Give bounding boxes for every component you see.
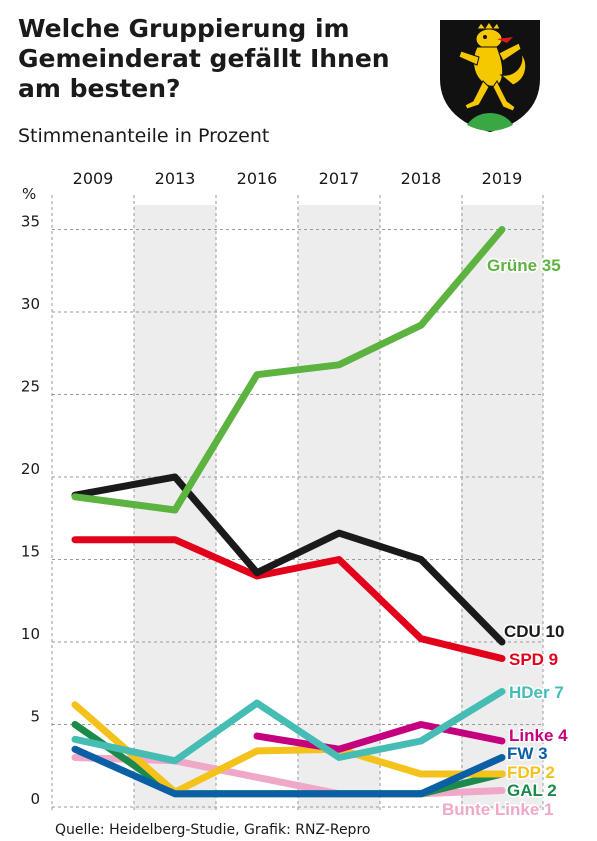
- x-tick-label: 2013: [155, 169, 196, 188]
- source-note: Quelle: Heidelberg-Studie, Grafik: RNZ-R…: [55, 822, 371, 838]
- series-line-fw: [71, 745, 506, 798]
- y-tick-label: 20: [21, 460, 40, 478]
- y-axis-unit-label: %: [22, 185, 36, 203]
- x-tick-label: 2009: [73, 169, 114, 188]
- series-end-label-bunte-linke: Bunte Linke 1: [442, 800, 553, 819]
- series-line-spd: [71, 536, 506, 662]
- shaded-column-2017: [298, 205, 380, 810]
- shaded-column-2019: [461, 205, 543, 810]
- y-tick-label: 10: [21, 625, 40, 643]
- series-end-label-fw: FW 3: [507, 744, 548, 763]
- x-tick-label: 2016: [237, 169, 278, 188]
- series-end-label-gal: GAL 2: [507, 781, 557, 800]
- series-end-label-hder: HDer 7: [509, 683, 564, 702]
- y-tick-label: 0: [30, 790, 40, 808]
- y-tick-label: 25: [21, 378, 40, 396]
- series-end-label-cdu: CDU 10: [504, 622, 564, 641]
- chart-subtitle: Stimmenanteile in Prozent: [18, 125, 270, 147]
- y-tick-label: 5: [30, 708, 40, 726]
- series-end-label-fdp: FDP 2: [507, 763, 555, 782]
- chart-title: Welche Gruppierung im Gemeinderat gefäll…: [18, 14, 390, 103]
- coat-of-arms-icon: [440, 20, 540, 133]
- series-line-cdu: [71, 473, 506, 646]
- series-line-fdp: [71, 701, 506, 796]
- y-tick-label: 30: [21, 295, 40, 313]
- x-tick-label: 2019: [482, 169, 523, 188]
- x-tick-label: 2017: [319, 169, 360, 188]
- series-end-label-linke: Linke 4: [509, 726, 568, 745]
- x-tick-label: 2018: [401, 169, 442, 188]
- series-line-hder: [71, 688, 506, 765]
- series-end-label-grüne: Grüne 35: [487, 256, 561, 275]
- y-tick-label: 15: [21, 543, 40, 561]
- series-end-label-spd: SPD 9: [509, 650, 558, 669]
- series-line-linke: [253, 721, 506, 753]
- y-tick-label: 35: [21, 213, 40, 231]
- series-line-grüne: [71, 226, 506, 514]
